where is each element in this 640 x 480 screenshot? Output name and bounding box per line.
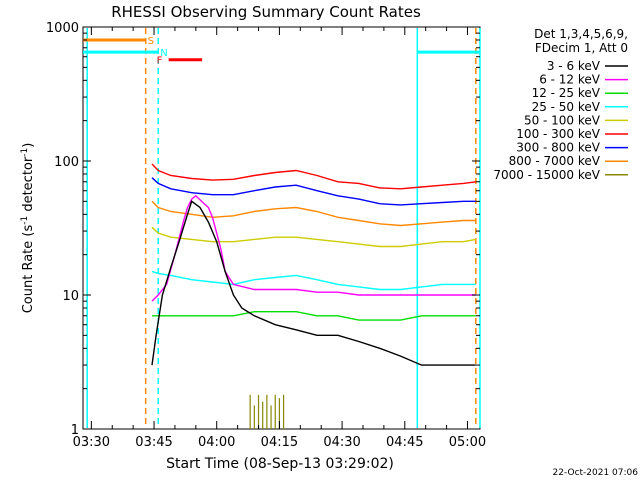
legend-entry-label: 25 - 50 keV [532,100,601,114]
x-tick-label: 03:30 [73,435,110,450]
y-tick-label: 1000 [46,21,79,36]
x-axis-label: Start Time (08-Sep-13 03:29:02) [166,456,394,472]
series-line [151,194,476,302]
y-tick-label: 10 [62,289,79,304]
legend-entry-label: 800 - 7000 keV [509,154,601,168]
series-line [151,270,476,291]
x-tick-label: 04:30 [323,435,360,450]
legend-header: Det 1,3,4,5,6,9, [534,27,628,41]
legend-entry-label: 50 - 100 keV [524,113,601,127]
state-segment-label: S [148,36,154,47]
plot-frame [82,26,481,430]
y-axis-label: Count Rate (s-1 detector-1) [20,143,36,314]
x-tick-label: 04:15 [261,435,298,450]
series-line [151,177,476,206]
legend-entry-label: 300 - 800 keV [516,141,600,155]
series-line [151,226,476,248]
y-tick-label: 100 [54,155,79,170]
legend-header: FDecim 1, Att 0 [535,41,628,55]
legend-entry-label: 12 - 25 keV [532,86,601,100]
legend-entry-label: 100 - 300 keV [516,127,600,141]
series-line [151,200,476,366]
legend-entry-label: 3 - 6 keV [547,59,601,73]
series-line [151,163,476,190]
legend: Det 1,3,4,5,6,9,FDecim 1, Att 0 3 - 6 keV… [493,27,628,182]
state-segment-label: F [157,56,163,67]
state-segment-label: N [160,48,167,59]
legend-entry-label: 7000 - 15000 keV [493,168,600,182]
x-tick-label: 03:45 [135,435,172,450]
x-tick-label: 04:00 [198,435,235,450]
x-tick-label: 05:00 [449,435,486,450]
chart-title: RHESSI Observing Summary Count Rates [111,3,421,21]
timestamp: 22-Oct-2021 07:06 [553,468,639,478]
series-line [151,200,476,227]
y-tick-label: 1 [71,423,79,438]
legend-entry-label: 6 - 12 keV [539,73,601,87]
series-line [152,311,476,321]
x-tick-label: 04:45 [386,435,423,450]
